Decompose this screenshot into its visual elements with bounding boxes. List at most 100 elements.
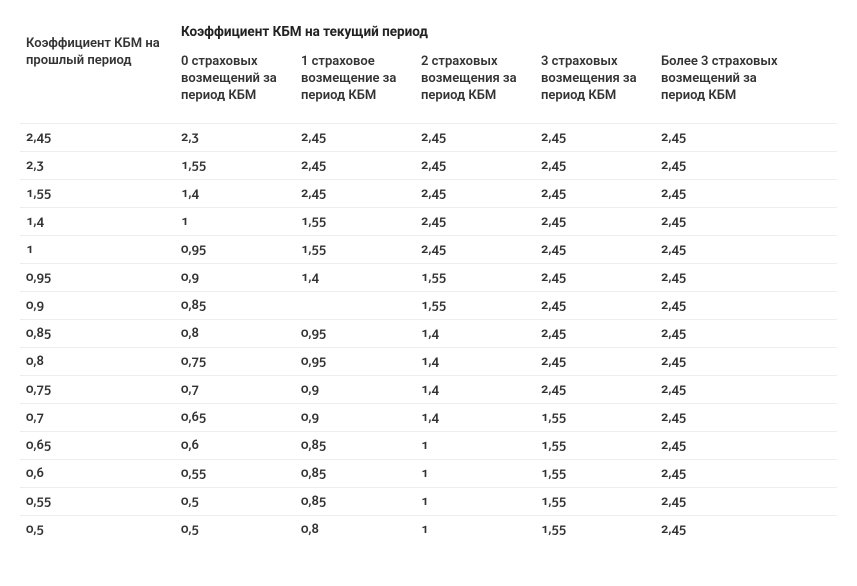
table-cell: 2,3 [175, 124, 295, 151]
table-row: 0,90,851,552,452,45 [20, 291, 837, 319]
table-cell: 0,55 [175, 460, 295, 487]
table-cell: 2,45 [655, 404, 805, 431]
table-cell: 1,55 [535, 516, 655, 543]
table-cell: 2,45 [415, 236, 535, 263]
table-cell: 2,45 [655, 264, 805, 291]
table-cell: 2,45 [655, 320, 805, 347]
table-cell: 1,4 [295, 264, 415, 291]
table-row: 0,550,50,8511,552,45 [20, 487, 837, 515]
table-cell: 2,45 [535, 180, 655, 207]
table-cell: 2,45 [295, 152, 415, 179]
table-cell: 1 [415, 516, 535, 543]
table-cell: 2,45 [655, 348, 805, 375]
table-cell: 1 [415, 488, 535, 515]
table-cell: 2,45 [295, 124, 415, 151]
table-cell: 1,4 [415, 348, 535, 375]
table-cell: 0,8 [20, 348, 175, 375]
table-cell: 0,5 [175, 488, 295, 515]
table-cell: 2,45 [535, 348, 655, 375]
table-cell: 2,45 [655, 124, 805, 151]
table-cell: 1,55 [175, 152, 295, 179]
table-cell: 1,55 [20, 180, 175, 207]
table-cell: 1 [415, 432, 535, 459]
table-cell: 0,5 [20, 516, 175, 543]
table-cell: 2,45 [655, 516, 805, 543]
table-cell: 2,45 [295, 180, 415, 207]
table-cell: 2,45 [535, 264, 655, 291]
table-cell: 2,45 [655, 208, 805, 235]
table-cell: 0,95 [295, 320, 415, 347]
table-cell: 1 [175, 208, 295, 235]
table-cell: 2,45 [535, 320, 655, 347]
column-header-prev-period: Коэффициент КБМ на прошлый период [20, 32, 175, 74]
table-cell: 2,45 [415, 152, 535, 179]
table-cell: 0,65 [20, 432, 175, 459]
table-cell: 2,45 [655, 376, 805, 403]
table-row: 0,850,80,951,42,452,45 [20, 319, 837, 347]
table-row: 0,60,550,8511,552,45 [20, 459, 837, 487]
column-header-2-claims: 2 страховых возмещения за период КБМ [415, 50, 535, 109]
table-cell: 1,55 [535, 432, 655, 459]
table-cell: 2,45 [535, 292, 655, 319]
table-cell: 0,6 [175, 432, 295, 459]
table-row: 0,650,60,8511,552,45 [20, 431, 837, 459]
table-cell: 1,55 [295, 236, 415, 263]
table-cell: 0,8 [295, 516, 415, 543]
table-row: 10,951,552,452,452,45 [20, 235, 837, 263]
table-row: 0,50,50,811,552,45 [20, 515, 837, 543]
table-cell: 2,45 [415, 124, 535, 151]
table-body: 2,452,32,452,452,452,452,31,552,452,452,… [20, 123, 837, 543]
table-cell: 0,85 [295, 432, 415, 459]
table-cell: 0,85 [295, 488, 415, 515]
table-cell: 0,95 [175, 236, 295, 263]
table-row: 1,411,552,452,452,45 [20, 207, 837, 235]
table-row: 0,950,91,41,552,452,45 [20, 263, 837, 291]
table-cell: 2,45 [655, 460, 805, 487]
table-cell: 0,75 [175, 348, 295, 375]
table-row: 0,80,750,951,42,452,45 [20, 347, 837, 375]
table-cell: 2,45 [535, 152, 655, 179]
table-cell: 2,45 [535, 124, 655, 151]
table-cell: 0,7 [175, 376, 295, 403]
table-cell: 0,9 [295, 376, 415, 403]
table-row: 0,70,650,91,41,552,45 [20, 403, 837, 431]
table-cell: 1,4 [415, 320, 535, 347]
table-cell: 0,85 [20, 320, 175, 347]
table-cell: 0,6 [20, 460, 175, 487]
table-row: 1,551,42,452,452,452,45 [20, 179, 837, 207]
table-cell: 2,45 [535, 376, 655, 403]
table-cell: 1,55 [535, 460, 655, 487]
table-cell: 0,95 [295, 348, 415, 375]
table-cell: 2,45 [655, 180, 805, 207]
table-cell: 0,8 [175, 320, 295, 347]
table-cell: 0,9 [295, 404, 415, 431]
column-header-0-claims: 0 страховых возмещений за период КБМ [175, 50, 295, 109]
table-row: 0,750,70,91,42,452,45 [20, 375, 837, 403]
table-cell: 0,7 [20, 404, 175, 431]
table-cell: 1,4 [415, 404, 535, 431]
table-cell: 2,45 [20, 124, 175, 151]
table-row: 2,452,32,452,452,452,45 [20, 123, 837, 151]
table-cell: 0,75 [20, 376, 175, 403]
table-cell: 1,55 [295, 208, 415, 235]
group-header: Коэффициент КБМ на текущий период [175, 20, 837, 44]
table-cell: 1,55 [415, 292, 535, 319]
table-cell: 0,55 [20, 488, 175, 515]
table-cell: 1,55 [535, 404, 655, 431]
table-cell: 0,85 [175, 292, 295, 319]
table-cell: 1,55 [415, 264, 535, 291]
table-cell: 0,65 [175, 404, 295, 431]
table-cell: 2,3 [20, 152, 175, 179]
table-cell: 2,45 [535, 236, 655, 263]
table-cell: 2,45 [655, 152, 805, 179]
table-cell: 2,45 [655, 292, 805, 319]
table-header-row: Коэффициент КБМ на прошлый период 0 стра… [20, 50, 837, 119]
table-cell: 2,45 [415, 180, 535, 207]
column-header-more-3-claims: Более 3 страховых возмещений за период К… [655, 50, 805, 109]
table-cell: 0,9 [175, 264, 295, 291]
table-cell: 1 [415, 460, 535, 487]
table-cell: 2,45 [655, 236, 805, 263]
table-cell: 2,45 [655, 488, 805, 515]
column-header-1-claim: 1 страховое возмещение за период КБМ [295, 50, 415, 109]
column-header-3-claims: 3 страховых возмещения за период КБМ [535, 50, 655, 109]
